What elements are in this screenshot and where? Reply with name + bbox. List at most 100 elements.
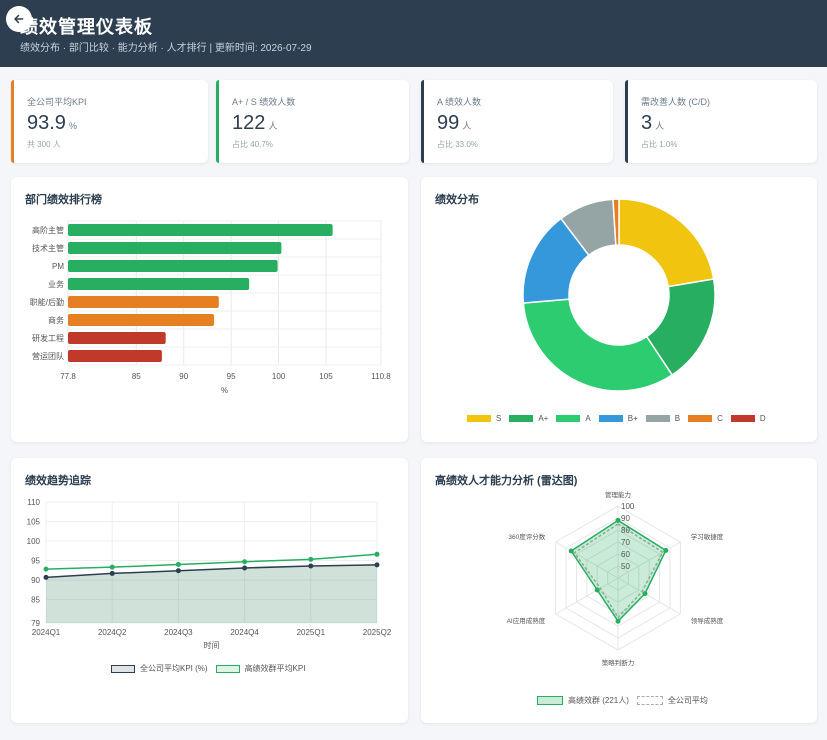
legend-item-A[interactable]: A	[556, 414, 591, 423]
legend-item[interactable]: 高绩效群 (221人)	[537, 695, 629, 706]
legend-swatch	[636, 696, 663, 705]
kpi-note: 占比 1.0%	[641, 140, 678, 149]
donut-slice-C	[612, 198, 620, 246]
radar-spoke	[555, 577, 619, 615]
series-line	[45, 564, 378, 579]
dept-bar	[68, 350, 162, 362]
x-tick-label: 85	[132, 372, 141, 381]
series-point	[43, 574, 49, 580]
radar-series-company-avg	[573, 523, 664, 619]
dept-bar	[68, 260, 278, 272]
legend-item-C[interactable]: C	[688, 414, 723, 423]
legend-swatch	[556, 415, 581, 422]
legend-label: C	[717, 414, 723, 423]
radar-point	[594, 587, 600, 593]
radar-axis-label: 学习敏捷度	[691, 532, 724, 541]
legend-swatch	[467, 415, 491, 422]
legend-item-A+[interactable]: A+	[509, 414, 548, 423]
legend-label: 高绩效群 (221人)	[568, 696, 629, 705]
legend-item[interactable]: 全公司平均	[636, 695, 708, 706]
series-area	[46, 564, 377, 623]
legend-item[interactable]: 高绩效群平均KPI	[215, 663, 305, 674]
series-point	[175, 561, 181, 567]
kpi-label: A+ / S 绩效人数	[232, 97, 296, 107]
kpi-accent-bar	[625, 80, 628, 163]
trend-title: 绩效趋势追踪	[25, 475, 91, 487]
radar-axis-label: 360度评分数	[508, 532, 545, 541]
x-tick-label: 2024Q4	[230, 628, 259, 637]
kpi-card-avg-kpi: 全公司平均KPI 93.9% 共 300 人	[11, 80, 208, 163]
legend-item-B+[interactable]: B+	[598, 414, 638, 423]
legend-swatch	[688, 415, 713, 422]
radar-tick-label: 70	[621, 538, 630, 547]
radar-legend: 高绩效群 (221人) 全公司平均	[533, 695, 712, 706]
donut-slice-S	[618, 198, 715, 288]
y-tick-label: 商务	[48, 315, 64, 325]
x-tick-label: 95	[227, 372, 236, 381]
series-point	[242, 559, 248, 565]
arrow-left-icon	[14, 14, 24, 24]
radar-tick-label: 50	[621, 562, 630, 571]
distribution-card: 绩效分布 S A+ A B+ B C D	[421, 177, 817, 442]
y-tick-label: 营运团队	[32, 351, 64, 361]
y-tick-label: 职能/后勤	[30, 297, 64, 307]
page-title: 绩效管理仪表板	[20, 17, 153, 37]
y-tick-label: 高阶主管	[32, 225, 64, 235]
y-tick-label: 90	[31, 576, 40, 585]
legend-label: 全公司平均	[667, 696, 708, 705]
radar-spoke	[555, 541, 619, 579]
radar-axis-label: AI应用成熟度	[507, 616, 546, 625]
x-tick-label: 110.8	[371, 372, 391, 381]
legend-swatch	[598, 415, 623, 422]
series-point	[109, 570, 115, 576]
kpi-accent-bar	[421, 80, 424, 163]
kpi-note: 占比 40.7%	[232, 140, 273, 149]
radar-spoke	[617, 541, 681, 579]
radar-tick-label: 100	[621, 502, 635, 511]
kpi-card-top-performers: A+ / S 绩效人数 122 人 占比 40.7%	[216, 80, 409, 163]
kpi-value: 99 人	[437, 112, 472, 134]
x-axis-label: %	[221, 386, 228, 395]
kpi-label: A 绩效人数	[437, 97, 482, 107]
radar-point	[663, 547, 669, 553]
y-tick-label: 研发工程	[32, 333, 64, 343]
radar-point	[642, 591, 648, 597]
kpi-label: 需改善人数 (C/D)	[641, 97, 710, 107]
y-tick-label: 业务	[48, 279, 64, 289]
distribution-legend: S A+ A B+ B C D	[463, 414, 770, 423]
x-tick-label: 90	[179, 372, 188, 381]
dept-bar	[68, 278, 250, 290]
back-button[interactable]	[6, 6, 32, 32]
legend-swatch	[645, 415, 670, 422]
x-tick-label: 2025Q1	[297, 628, 326, 637]
legend-swatch	[215, 664, 240, 673]
legend-label: B+	[627, 414, 638, 423]
x-tick-label: 2024Q2	[98, 628, 127, 637]
radar-title: 高绩效人才能力分析 (雷达图)	[435, 475, 578, 487]
legend-swatch	[537, 696, 563, 705]
kpi-note: 共 300 人	[27, 140, 61, 149]
series-point	[242, 565, 248, 571]
trend-card: 绩效趋势追踪 79 85 90 95 100 105 110 2024Q1 2024Q2 2024…	[11, 458, 408, 723]
y-tick-label: 85	[31, 596, 40, 605]
legend-swatch	[509, 415, 534, 422]
legend-item-S[interactable]: S	[467, 414, 501, 423]
legend-item-D[interactable]: D	[730, 414, 766, 423]
y-tick-label: 95	[31, 557, 40, 566]
y-tick-label: 105	[27, 518, 41, 527]
legend-label: A	[585, 414, 591, 423]
radar-axis-label: 策略判断力	[602, 658, 635, 667]
legend-item[interactable]: 全公司平均KPI (%)	[111, 663, 208, 674]
legend-item-B[interactable]: B	[645, 414, 680, 423]
x-tick-label: 2024Q1	[32, 628, 61, 637]
series-point	[308, 563, 314, 569]
donut-slice-A	[522, 298, 674, 392]
distribution-donut-chart	[522, 198, 716, 392]
radar-card: 高绩效人才能力分析 (雷达图) 50 60 70 80 90 100 管理能力 学习敏捷度 领导…	[421, 458, 817, 723]
page-subtitle: 绩效分布 · 部门比较 · 能力分析 · 人才排行 | 更新时间: 2026-0…	[20, 43, 312, 54]
series-point	[374, 562, 380, 568]
radar-spoke	[617, 577, 681, 615]
legend-label: 全公司平均KPI (%)	[140, 664, 208, 673]
dept-ranking-card: 部门绩效排行榜 77.8 85 90 95 100 105 110.8 高阶主管 技术主管 PM 业…	[11, 177, 408, 442]
